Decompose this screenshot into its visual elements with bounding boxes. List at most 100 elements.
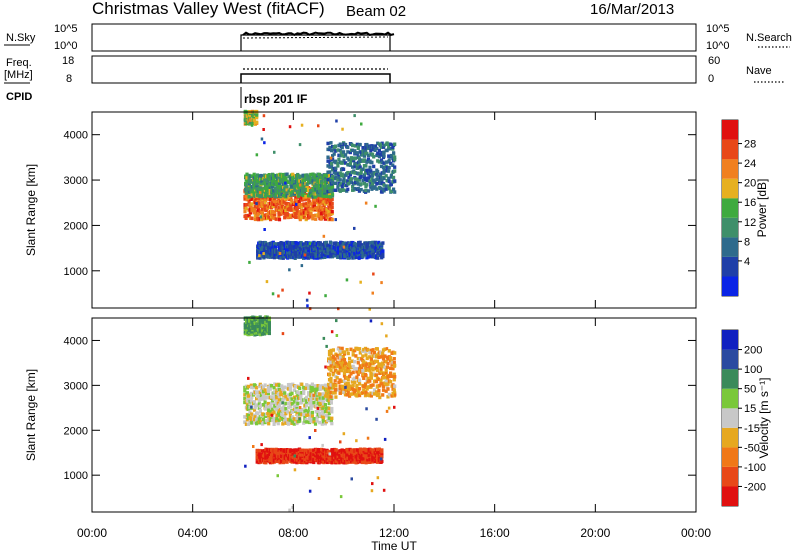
date-label: 16/Mar/2013	[590, 1, 674, 18]
velocity-echo-cell	[372, 351, 377, 355]
power-echo-cell	[305, 216, 309, 220]
velocity-echo-cell	[376, 453, 380, 457]
velocity-echo-cell	[334, 383, 338, 388]
power-echo-cell	[392, 151, 396, 155]
velocity-echo-cell	[345, 384, 349, 389]
power-colorbar-tick-label: 4	[744, 256, 750, 268]
power-echo-cell	[302, 215, 306, 220]
velocity-echo-cell	[288, 418, 292, 422]
power-echo-cell	[325, 198, 329, 203]
velocity-echo-cell	[366, 376, 370, 381]
velocity-echo-cell	[265, 331, 269, 335]
velocity-echo-cell	[369, 357, 373, 361]
velocity-echo-cell	[259, 388, 263, 392]
velocity-echo-cell	[305, 399, 309, 404]
velocity-echo-cell	[255, 386, 259, 390]
velocity-echo-cell	[358, 364, 362, 368]
power-scatter-point	[374, 144, 377, 148]
velocity-echo-cell	[320, 422, 324, 426]
power-echo-cell	[365, 160, 369, 164]
velocity-echo-cell	[323, 403, 327, 407]
velocity-echo-cell	[393, 384, 397, 388]
velocity-echo-cell	[346, 366, 350, 371]
velocity-echo-cell	[379, 378, 383, 383]
power-echo-cell	[267, 197, 271, 201]
velocity-echo-cell	[312, 417, 316, 421]
power-echo-cell	[260, 179, 264, 183]
power-echo-cell	[330, 184, 335, 189]
velocity-echo-cell	[364, 368, 368, 373]
velocity-echo-cell	[354, 388, 358, 392]
velocity-echo-cell	[362, 376, 366, 380]
power-echo-cell	[326, 147, 330, 152]
velocity-echo-cell	[266, 453, 270, 457]
velocity-echo-cell	[327, 386, 332, 390]
power-echo-cell	[250, 174, 254, 178]
velocity-echo-cell	[378, 383, 382, 388]
power-echo-cell	[376, 170, 380, 174]
velocity-echo-cell	[393, 363, 397, 368]
velocity-echo-cell	[272, 410, 276, 414]
power-echo-cell	[342, 181, 346, 186]
velocity-echo-cell	[386, 382, 390, 386]
power-echo-cell	[380, 190, 384, 194]
power-echo-cell	[318, 255, 322, 260]
velocity-echo-cell	[243, 393, 247, 397]
velocity-echo-cell	[248, 325, 252, 329]
velocity-echo-cell	[256, 394, 260, 399]
power-echo-cell	[380, 141, 384, 146]
power-echo-cell	[266, 187, 270, 192]
power-echo-cell	[272, 189, 276, 193]
power-echo-cell	[381, 254, 385, 258]
velocity-echo-cell	[329, 351, 333, 356]
power-echo-cell	[321, 242, 325, 247]
power-echo-cell	[265, 245, 269, 250]
velocity-echo-cell	[253, 321, 257, 325]
velocity-echo-cell	[368, 393, 372, 398]
power-echo-cell	[265, 250, 269, 254]
power-echo-cell	[245, 172, 249, 177]
velocity-echo-cell	[365, 362, 369, 366]
velocity-echo-cell	[315, 387, 319, 391]
velocity-echo-cell	[338, 460, 342, 465]
power-echo-cell	[244, 118, 248, 123]
velocity-echo-cell	[338, 452, 342, 457]
velocity-echo-cell	[277, 403, 281, 407]
velocity-echo-cell	[279, 448, 284, 452]
velocity-echo-cell	[314, 404, 318, 408]
velocity-echo-cell	[264, 407, 268, 411]
power-echo-cell	[380, 153, 384, 157]
velocity-echo-cell	[369, 383, 373, 388]
velocity-echo-cell	[253, 333, 257, 337]
velocity-echo-cell	[383, 365, 387, 370]
velocity-echo-cell	[271, 407, 275, 412]
velocity-echo-cell	[376, 447, 380, 452]
velocity-colorbar-tick-label: -100	[744, 462, 766, 474]
velocity-echo-cell	[266, 391, 271, 396]
power-echo-cell	[380, 246, 384, 250]
power-echo-cell	[295, 200, 299, 204]
velocity-echo-cell	[318, 387, 322, 391]
velocity-echo-cell	[368, 368, 372, 373]
velocity-echo-cell	[274, 456, 278, 460]
power-echo-cell	[274, 192, 278, 196]
power-echo-cell	[292, 201, 296, 205]
velocity-echo-cell	[327, 367, 332, 371]
power-echo-cell	[355, 179, 359, 184]
power-echo-cell	[290, 208, 294, 212]
power-echo-cell	[379, 164, 384, 169]
power-echo-cell	[377, 253, 381, 257]
velocity-echo-cell	[248, 328, 252, 333]
power-echo-cell	[357, 157, 361, 161]
power-echo-cell	[317, 210, 321, 215]
velocity-echo-cell	[358, 347, 362, 351]
power-scatter-point	[368, 307, 371, 311]
power-echo-cell	[285, 172, 289, 176]
velocity-echo-cell	[292, 388, 296, 392]
power-scatter-point	[360, 122, 363, 126]
velocity-scatter-point	[368, 351, 371, 355]
velocity-echo-cell	[392, 377, 396, 382]
velocity-scatter-point	[281, 401, 284, 405]
velocity-echo-cell	[275, 399, 279, 404]
velocity-scatter-point	[314, 429, 317, 432]
